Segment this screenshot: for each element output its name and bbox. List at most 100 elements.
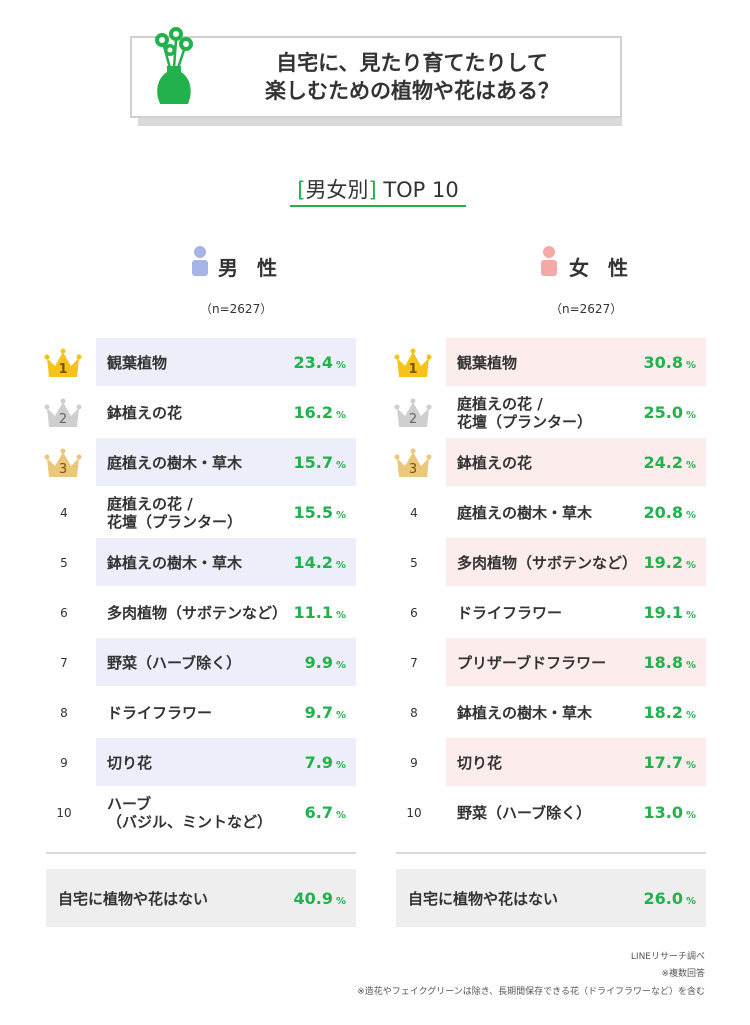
female-value-9-number: 17.7 [643,753,683,772]
male-item-7-line-1: 野菜（ハーブ除く） [107,654,242,672]
male-value-7-number: 9.9 [304,653,333,672]
female-value-7-unit: % [685,660,696,671]
male-row-bg-9 [96,738,356,786]
male-value-6-number: 11.1 [293,603,333,622]
female-value-9-unit: % [685,760,696,771]
female-row-bg-9 [446,738,706,786]
female-item-3: 鉢植えの花 [457,454,532,472]
male-item-10-line-2: （バジル、ミントなど） [107,813,273,831]
female-item-1: 観葉植物 [457,354,517,372]
female-value-5: 19.2% [606,553,696,572]
male-none-row [46,869,356,927]
male-row-bg-5 [96,538,356,586]
female-value-4-number: 20.8 [643,503,683,522]
male-rank-3: 3 [58,462,68,477]
female-rank-8: 8 [410,706,418,720]
female-value-1: 30.8% [606,353,696,372]
female-rank-9: 9 [410,756,418,770]
female-rank-6: 6 [410,606,418,620]
female-n: （n=2627） [550,302,623,316]
male-rank-4: 4 [60,506,68,520]
male-value-3: 15.7% [256,453,346,472]
female-value-8: 18.2% [606,703,696,722]
male-rank-10: 10 [56,806,72,820]
female-item-2-line-2: 花壇（プランター） [457,413,593,431]
male-none-label: 自宅に植物や花はない [58,890,209,908]
male-value-2-number: 16.2 [293,403,333,422]
male-item-3-line-1: 庭植えの樹木・草木 [107,454,243,472]
female-row-bg-5 [446,538,706,586]
female-item-9-line-1: 切り花 [457,754,503,772]
female-item-5-line-1: 多肉植物（サボテンなど） [457,554,638,572]
male-row-bg-1 [96,338,356,386]
subtitle-underline [290,205,466,207]
male-rank-8: 8 [60,706,68,720]
female-value-10-number: 13.0 [643,803,683,822]
male-value-10: 6.7% [256,803,346,822]
female-rank-7: 7 [410,656,418,670]
female-rank-10: 10 [406,806,422,820]
male-value-3-number: 15.7 [293,453,333,472]
male-value-10-unit: % [335,810,346,821]
female-value-7: 18.8% [606,653,696,672]
male-separator [46,852,356,854]
female-value-4: 20.8% [606,503,696,522]
female-item-8-line-1: 鉢植えの樹木・草木 [457,704,593,722]
male-value-9-unit: % [335,760,346,771]
female-separator [396,852,706,854]
female-value-7-number: 18.8 [643,653,683,672]
female-value-3-number: 24.2 [643,453,683,472]
male-value-10-number: 6.7 [304,803,333,822]
male-row-bg-3 [96,438,356,486]
female-value-6: 19.1% [606,603,696,622]
male-item-5: 鉢植えの樹木・草木 [107,554,242,572]
female-item-2: 庭植えの花 / 花壇（プランター） [457,395,592,431]
male-value-4-unit: % [335,510,346,521]
subtitle-top: TOP 10 [383,178,459,202]
male-item-5-line-1: 鉢植えの樹木・草木 [107,554,243,572]
male-value-4-number: 15.5 [293,503,333,522]
male-value-9: 7.9% [256,753,346,772]
female-none-label: 自宅に植物や花はない [408,890,559,908]
male-rank-1-crown-icon: 1 [44,348,82,380]
male-rank-1: 1 [58,362,68,377]
female-none-value: 26.0% [606,889,696,908]
male-value-9-number: 7.9 [304,753,333,772]
title-line-1: 自宅に、見たり育てたりして [276,51,548,75]
female-value-8-number: 18.2 [643,703,683,722]
male-item-2-line-1: 鉢植えの花 [107,404,183,422]
female-rank-3-crown-icon: 3 [394,448,432,480]
female-value-8-unit: % [685,710,696,721]
page-title: 自宅に、見たり育てたりして 楽しむための植物や花はある？ [222,49,602,105]
male-item-10: ハーブ （バジル、ミントなど） [107,795,272,831]
female-value-10-unit: % [685,810,696,821]
female-item-5: 多肉植物（サボテンなど） [457,554,637,572]
female-rank-5: 5 [410,556,418,570]
male-none-unit: % [335,896,346,907]
male-value-5-number: 14.2 [293,553,333,572]
female-value-1-unit: % [685,360,696,371]
female-value-4-unit: % [685,510,696,521]
male-item-9-line-1: 切り花 [107,754,153,772]
female-item-4: 庭植えの樹木・草木 [457,504,592,522]
female-value-3: 24.2% [606,453,696,472]
female-item-9: 切り花 [457,754,502,772]
female-item-2-line-1: 庭植えの花 / [457,395,543,413]
female-row-bg-1 [446,338,706,386]
female-item-7: プリザーブドフラワー [457,654,606,672]
female-none-number: 26.0 [643,889,683,908]
male-item-9: 切り花 [107,754,152,772]
female-item-10: 野菜（ハーブ除く） [457,804,591,822]
female-value-10: 13.0% [606,803,696,822]
female-item-3-line-1: 鉢植えの花 [457,454,533,472]
male-none-number: 40.9 [293,889,333,908]
female-value-2-number: 25.0 [643,403,683,422]
note-definition: ※造花やフェイクグリーンは除き、長期間保存できる花（ドライフラワーなど）を含む [357,987,705,997]
male-rank-5: 5 [60,556,68,570]
male-rank-2-crown-icon: 2 [44,398,82,430]
female-value-5-number: 19.2 [643,553,683,572]
male-rank-3-crown-icon: 3 [44,448,82,480]
female-value-6-number: 19.1 [643,603,683,622]
female-rank-2-crown-icon: 2 [394,398,432,430]
female-row-bg-3 [446,438,706,486]
